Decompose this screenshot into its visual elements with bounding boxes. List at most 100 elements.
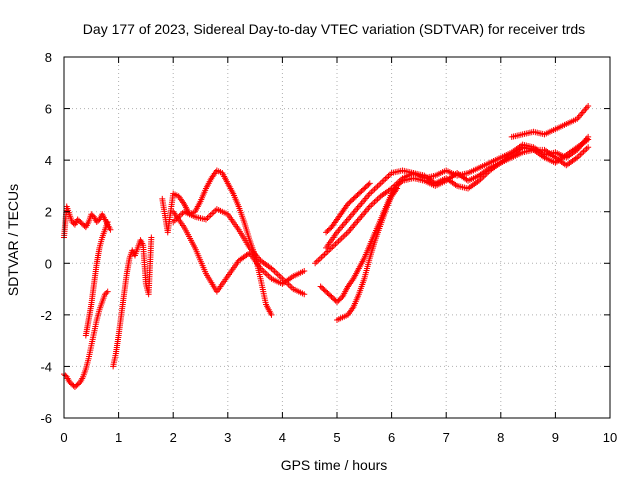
data-point xyxy=(350,195,357,202)
data-point xyxy=(354,191,361,198)
data-point xyxy=(321,251,328,258)
x-axis-label: GPS time / hours xyxy=(281,457,388,473)
data-point xyxy=(330,242,337,249)
data-point xyxy=(578,150,585,157)
series-track-3 xyxy=(82,219,111,339)
data-point xyxy=(379,178,386,185)
y-tick-label: 0 xyxy=(45,256,52,271)
data-point xyxy=(362,184,369,191)
data-point xyxy=(374,196,381,203)
data-point xyxy=(580,148,587,155)
data-point xyxy=(382,175,389,182)
series-track-11 xyxy=(334,185,401,324)
data-point xyxy=(73,382,80,389)
data-point xyxy=(107,226,114,233)
x-tick-label: 2 xyxy=(170,430,177,445)
y-tick-label: 2 xyxy=(45,205,52,220)
data-point xyxy=(357,189,364,196)
data-point xyxy=(69,381,76,388)
series-track-10 xyxy=(323,133,592,251)
series-track-7 xyxy=(170,206,308,298)
data-point xyxy=(104,288,111,295)
data-point xyxy=(334,239,340,246)
data-point xyxy=(268,311,275,318)
data-point xyxy=(62,372,69,379)
data-point xyxy=(371,199,378,206)
data-point xyxy=(324,289,331,296)
y-tick-label: 6 xyxy=(45,102,52,117)
data-point xyxy=(364,182,371,189)
data-point xyxy=(313,258,320,265)
data-point xyxy=(355,190,362,197)
data-point xyxy=(274,271,281,278)
data-point xyxy=(318,254,325,261)
data-point xyxy=(95,217,102,224)
data-point xyxy=(374,183,381,190)
data-point xyxy=(276,272,283,279)
data-point xyxy=(271,268,278,275)
data-point xyxy=(318,284,325,291)
data-point xyxy=(148,234,155,241)
data-point xyxy=(104,219,111,226)
data-point xyxy=(323,288,330,295)
data-point xyxy=(373,197,379,204)
x-tick-label: 10 xyxy=(603,430,617,445)
data-point xyxy=(341,232,348,239)
series-track-12 xyxy=(323,180,373,236)
y-axis-label: SDTVAR / TECUs xyxy=(5,184,21,296)
data-point xyxy=(319,252,326,259)
data-point xyxy=(323,249,330,256)
data-point xyxy=(301,268,308,275)
data-point xyxy=(315,257,322,264)
data-point xyxy=(329,295,336,302)
data-point xyxy=(337,236,344,243)
data-point xyxy=(351,194,358,201)
x-tick-label: 8 xyxy=(497,430,504,445)
data-point xyxy=(585,144,592,151)
data-point xyxy=(265,272,272,279)
data-point xyxy=(80,221,87,228)
data-point xyxy=(317,283,324,290)
data-point xyxy=(585,102,592,109)
data-point xyxy=(287,283,294,290)
y-tick-label: 8 xyxy=(45,50,52,65)
x-tick-label: 7 xyxy=(443,430,450,445)
data-point xyxy=(260,268,267,275)
series-track-5 xyxy=(159,167,275,318)
y-tick-label: -6 xyxy=(40,411,52,426)
data-point xyxy=(66,378,73,385)
data-point xyxy=(335,238,342,245)
series-track-2 xyxy=(61,288,111,391)
x-tick-label: 3 xyxy=(224,430,231,445)
data-point xyxy=(336,296,343,303)
data-point xyxy=(332,241,339,248)
x-tick-label: 0 xyxy=(60,430,67,445)
y-tick-label: 4 xyxy=(45,153,52,168)
x-tick-label: 4 xyxy=(279,430,286,445)
data-point xyxy=(380,177,387,184)
data-point xyxy=(101,291,108,298)
data-point xyxy=(103,289,110,296)
data-point xyxy=(369,200,376,207)
data-point xyxy=(377,180,384,187)
data-point xyxy=(365,181,372,188)
data-point xyxy=(312,260,319,267)
data-point xyxy=(371,186,378,193)
data-point xyxy=(373,184,379,191)
y-tick-label: -4 xyxy=(40,359,52,374)
data-point xyxy=(366,180,373,187)
data-point xyxy=(88,211,95,218)
data-point xyxy=(179,210,186,217)
data-point xyxy=(338,235,345,242)
data-point xyxy=(583,145,590,152)
data-point xyxy=(328,293,335,300)
data-point xyxy=(71,384,78,391)
data-point xyxy=(585,133,592,140)
data-point xyxy=(324,228,331,235)
data-point xyxy=(67,380,74,387)
x-tick-label: 9 xyxy=(552,430,559,445)
data-point xyxy=(577,151,584,158)
x-tick-label: 5 xyxy=(333,430,340,445)
data-point xyxy=(368,202,375,209)
